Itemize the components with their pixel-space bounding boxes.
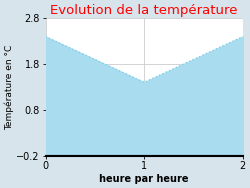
X-axis label: heure par heure: heure par heure <box>99 174 189 184</box>
Y-axis label: Température en °C: Température en °C <box>4 44 14 130</box>
Title: Evolution de la température: Evolution de la température <box>50 4 238 17</box>
